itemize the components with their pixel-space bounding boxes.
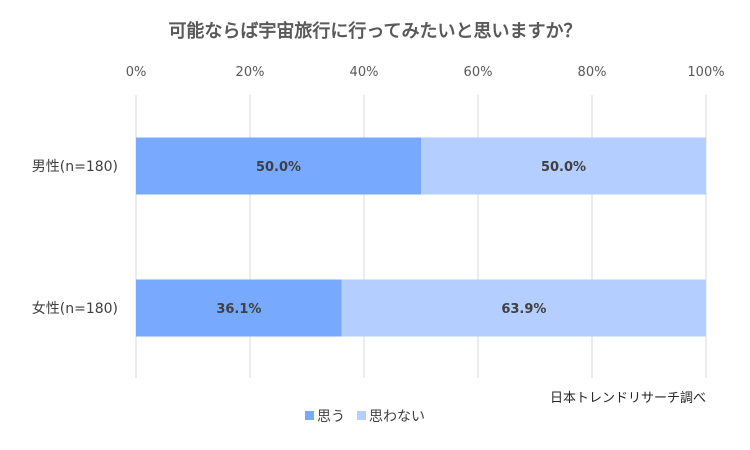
chart-title: 可能ならば宇宙旅行に行ってみたいと思いますか？ (168, 20, 581, 42)
bars (136, 137, 706, 337)
x-tick-label: 40% (350, 65, 379, 80)
data-labels: 50.0% 50.0% 36.1% 63.9% (216, 160, 586, 317)
category-label: 男性(n=180) (32, 159, 118, 175)
x-tick-label: 80% (578, 65, 607, 80)
x-tick-label: 0% (126, 65, 147, 80)
legend: 思う 思わない (305, 409, 425, 425)
bar-segment (341, 279, 706, 337)
category-labels: 男性(n=180) 女性(n=180) (32, 159, 118, 317)
legend-swatch (357, 411, 366, 420)
bar-segment (136, 279, 342, 337)
bar-segment (421, 137, 706, 195)
legend-swatch (305, 411, 314, 420)
x-axis-tick-labels: 0% 20% 40% 60% 80% 100% (126, 65, 725, 80)
x-tick-label: 60% (464, 65, 493, 80)
data-label: 50.0% (541, 160, 586, 175)
x-tick-label: 100% (687, 65, 724, 80)
category-label: 女性(n=180) (32, 300, 118, 317)
data-label: 50.0% (256, 160, 301, 175)
bar-segment (136, 137, 421, 195)
data-label: 36.1% (216, 302, 261, 317)
legend-label: 思わない (369, 409, 425, 425)
legend-label: 思う (317, 409, 345, 425)
data-label: 63.9% (501, 302, 546, 317)
x-tick-label: 20% (236, 65, 265, 80)
source-note: 日本トレンドリサーチ調べ (550, 391, 706, 406)
